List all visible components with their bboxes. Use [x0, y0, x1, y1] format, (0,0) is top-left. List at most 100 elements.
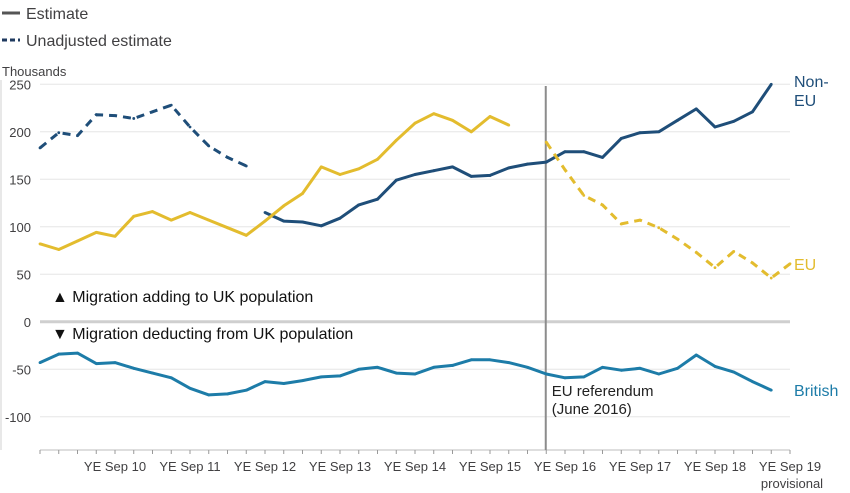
- british-point: [413, 372, 417, 376]
- non-eu-point: [188, 125, 192, 129]
- eu-point: [301, 192, 304, 195]
- x-tick-label: YE Sep 16: [534, 459, 596, 474]
- non-eu-point: [357, 203, 361, 207]
- non-eu-point: [301, 220, 304, 224]
- british-point: [732, 370, 736, 374]
- non-eu-point: [507, 166, 511, 170]
- british-point: [544, 372, 548, 376]
- eu-point: [788, 262, 792, 266]
- x-tick-label: YE Sep 19: [759, 459, 821, 474]
- non-eu-point: [132, 117, 136, 120]
- british-point: [582, 375, 586, 379]
- eu-dashed-line: [545, 141, 791, 280]
- x-tick-sublabel: provisional: [761, 476, 823, 491]
- non-eu-series-label: Non-: [794, 74, 829, 91]
- x-tick-label: YE Sep 14: [384, 459, 446, 474]
- non-eu-point: [394, 178, 398, 182]
- eu-point: [76, 239, 79, 243]
- non-eu-point: [76, 134, 79, 137]
- eu-point: [544, 140, 548, 144]
- non-eu-point: [38, 146, 42, 150]
- x-tick-label: YE Sep 18: [684, 459, 746, 474]
- non-eu-point: [619, 137, 623, 140]
- eu-point: [188, 211, 192, 214]
- non-eu-point: [601, 156, 604, 159]
- british-point: [563, 376, 567, 380]
- british-point: [357, 367, 361, 371]
- eu-point: [769, 276, 773, 280]
- british-point: [769, 388, 773, 392]
- eu-point: [601, 203, 604, 207]
- british-point: [169, 376, 173, 380]
- eu-point: [244, 233, 248, 237]
- eu-point: [132, 214, 136, 218]
- non-eu-point: [544, 160, 548, 164]
- eu-point: [619, 222, 623, 226]
- non-eu-point: [207, 144, 211, 148]
- legend-estimate-label: Estimate: [26, 6, 88, 23]
- eu-point: [488, 115, 492, 118]
- british-point: [488, 358, 492, 362]
- non-eu-point: [263, 211, 267, 214]
- referendum-date-label: (June 2016): [552, 401, 632, 418]
- x-tick-label: YE Sep 17: [609, 459, 671, 474]
- british-point: [188, 386, 192, 390]
- eu-point: [451, 118, 454, 122]
- non-eu-point: [57, 131, 61, 135]
- british-point: [282, 382, 286, 385]
- non-eu-point: [282, 219, 286, 223]
- deducting-annotation: ▼ Migration deducting from UK population: [52, 326, 353, 343]
- non-eu-solid-line: [264, 83, 773, 228]
- eu-point: [713, 266, 717, 269]
- eu-point: [169, 218, 173, 222]
- british-point: [94, 362, 98, 365]
- non-eu-point: [226, 156, 229, 159]
- british-point: [226, 392, 229, 396]
- non-eu-point: [413, 173, 417, 176]
- british-point: [207, 393, 211, 397]
- british-point: [451, 364, 454, 367]
- referendum-marker: EU referendum(June 2016): [544, 86, 653, 450]
- non-eu-point: [469, 175, 473, 178]
- legend-unadjusted-label: Unadjusted estimate: [26, 33, 172, 50]
- non-eu-point: [694, 107, 698, 111]
- eu-point: [357, 167, 361, 171]
- eu-point: [638, 218, 642, 222]
- adding-annotation: ▲ Migration adding to UK population: [52, 289, 313, 306]
- non-eu-point: [732, 119, 736, 123]
- eu-point: [413, 121, 417, 125]
- british-point: [263, 380, 267, 383]
- y-tick-label: 200: [9, 125, 31, 140]
- british-point: [244, 388, 248, 392]
- eu-point: [751, 261, 754, 265]
- non-eu-point: [451, 165, 454, 169]
- eu-point: [207, 218, 211, 222]
- british-series-label: British: [794, 383, 838, 400]
- eu-point: [263, 219, 267, 223]
- non-eu-point: [338, 216, 342, 220]
- y-tick-label: -50: [12, 362, 31, 377]
- british-point: [694, 353, 698, 357]
- x-tick-label: YE Sep 11: [159, 459, 220, 474]
- y-ticks: 250 200 150 100 50 0 -50 -100: [5, 77, 31, 425]
- grid: [40, 83, 790, 418]
- eu-solid-line: [39, 112, 510, 251]
- non-eu-point: [526, 162, 529, 166]
- eu-point: [507, 123, 511, 127]
- british-point: [526, 365, 529, 369]
- x-tick-label: YE Sep 10: [84, 459, 146, 474]
- non-eu-dashed-line: [39, 103, 247, 168]
- eu-point: [432, 112, 436, 116]
- eu-point: [338, 173, 342, 176]
- british-point: [676, 366, 679, 370]
- y-tick-label: -100: [5, 410, 31, 425]
- non-eu-point: [94, 113, 98, 117]
- british-point: [376, 365, 379, 369]
- series-lines: [38, 82, 792, 397]
- y-tick-label: 50: [17, 267, 31, 282]
- eu-point: [732, 250, 736, 253]
- non-eu-point: [563, 150, 567, 154]
- eu-point: [694, 251, 698, 254]
- eu-point: [469, 130, 473, 134]
- eu-point: [676, 237, 679, 241]
